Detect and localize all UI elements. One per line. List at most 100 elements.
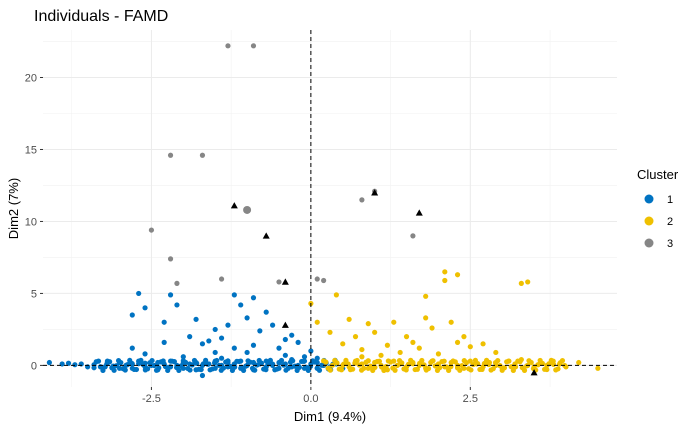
- data-point: [365, 358, 371, 364]
- y-axis-title: Dim2 (7%): [6, 178, 21, 239]
- data-point: [129, 360, 135, 367]
- data-point: [301, 354, 308, 360]
- data-point: [475, 360, 481, 367]
- data-point: [194, 360, 200, 366]
- data-point: [521, 367, 528, 373]
- data-point: [231, 292, 237, 298]
- data-point: [308, 348, 314, 354]
- data-point: [244, 315, 250, 321]
- data-point: [316, 367, 323, 373]
- data-point: [442, 277, 448, 284]
- data-point: [421, 362, 427, 368]
- data-point: [212, 349, 218, 356]
- centroid-markers: [230, 189, 538, 376]
- data-point: [323, 359, 329, 365]
- data-point: [381, 367, 387, 374]
- data-point: [359, 354, 365, 360]
- data-point: [205, 361, 211, 367]
- data-point: [182, 359, 189, 365]
- legend-label-1: 1: [667, 194, 673, 206]
- data-point: [206, 338, 212, 344]
- legend-label-3: 3: [667, 238, 673, 250]
- data-point: [231, 345, 237, 351]
- data-point: [178, 363, 184, 369]
- data-point: [250, 43, 257, 49]
- data-point: [305, 367, 311, 374]
- data-point: [452, 359, 458, 365]
- legend: Cluster 1 2 3: [637, 167, 679, 250]
- data-point: [65, 360, 72, 366]
- data-point: [340, 341, 346, 347]
- data-point: [468, 367, 474, 373]
- data-point: [136, 290, 142, 297]
- data-point: [490, 366, 496, 372]
- data-point: [392, 367, 398, 373]
- data-point: [142, 351, 148, 357]
- data-point: [107, 359, 113, 365]
- data-point: [243, 205, 252, 214]
- data-point: [209, 366, 215, 372]
- data-point: [263, 367, 269, 373]
- data-point: [416, 345, 422, 351]
- data-point: [270, 322, 276, 328]
- data-point: [174, 302, 180, 308]
- data-point: [118, 359, 124, 366]
- data-point: [486, 361, 492, 368]
- data-point: [199, 341, 206, 347]
- data-point: [555, 366, 561, 372]
- data-point: [225, 43, 231, 49]
- data-point: [535, 362, 541, 368]
- data-point: [361, 365, 367, 371]
- data-point: [151, 362, 157, 369]
- data-point: [461, 334, 467, 340]
- data-point: [292, 363, 298, 369]
- data-point: [454, 339, 461, 345]
- data-point: [138, 357, 144, 363]
- data-point: [391, 319, 397, 325]
- data-point: [454, 272, 461, 278]
- y-tick-label: 10: [25, 216, 37, 228]
- data-point: [176, 367, 182, 373]
- data-point: [199, 372, 206, 379]
- data-point: [376, 358, 383, 364]
- data-point: [559, 357, 566, 364]
- data-point: [525, 279, 531, 285]
- data-point: [161, 319, 167, 325]
- data-point: [448, 319, 454, 325]
- data-point: [225, 358, 231, 364]
- centroid-triangle: [262, 232, 270, 239]
- data-point: [301, 358, 307, 364]
- data-point: [437, 365, 443, 371]
- legend-key-3: [644, 238, 654, 248]
- data-point: [480, 341, 486, 347]
- centroid-triangle: [371, 189, 379, 196]
- data-point: [372, 364, 378, 371]
- data-point: [274, 366, 280, 372]
- data-point: [319, 362, 325, 368]
- data-point: [518, 280, 524, 286]
- data-point: [187, 334, 193, 340]
- data-point: [276, 345, 282, 351]
- data-point: [144, 366, 151, 372]
- data-point: [180, 354, 186, 360]
- data-point: [334, 360, 340, 366]
- data-point: [459, 362, 465, 369]
- data-point: [346, 316, 352, 322]
- data-point: [403, 367, 409, 373]
- dense-band: [91, 357, 568, 374]
- data-point: [167, 292, 174, 298]
- data-point: [218, 276, 225, 282]
- data-point: [359, 197, 365, 203]
- legend-key-2: [644, 216, 654, 226]
- y-tick-label: 5: [31, 288, 37, 300]
- data-point: [365, 321, 371, 327]
- centroid-triangle: [281, 278, 289, 285]
- data-point: [258, 360, 265, 366]
- centroid-triangle: [281, 321, 289, 328]
- legend-label-2: 2: [667, 216, 673, 228]
- data-point: [403, 334, 410, 340]
- data-point: [410, 339, 416, 345]
- data-point: [212, 326, 218, 333]
- data-point: [410, 233, 416, 239]
- data-point: [167, 152, 174, 158]
